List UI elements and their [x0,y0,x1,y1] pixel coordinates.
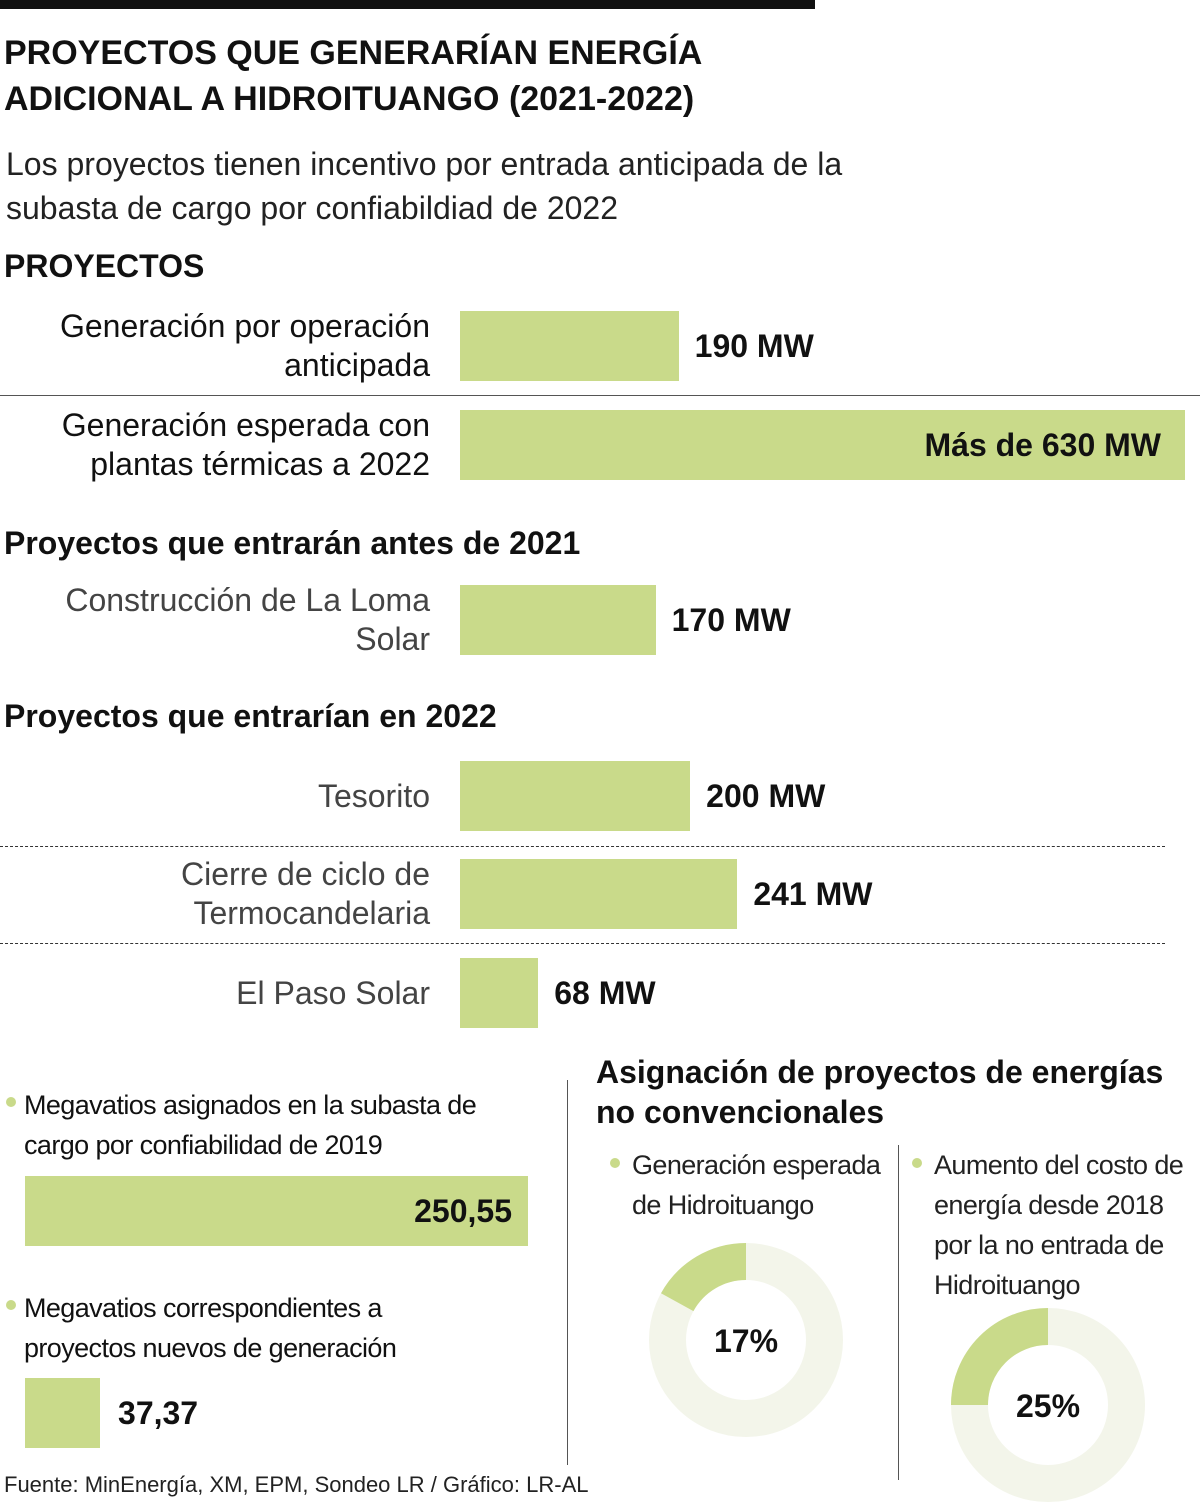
donut-segment [951,1308,1049,1406]
separator [0,943,1165,944]
value-label: 25% [1016,1388,1080,1424]
value-label: 68 MW [554,975,656,1011]
category-label: Megavatios correspondientes a proyectos … [24,1293,397,1363]
donut-track [649,1243,843,1437]
donut-segment [661,1243,747,1312]
section-title: Proyectos que entrarían en 2022 [4,698,497,734]
bar [460,859,738,929]
bar [460,761,691,831]
subtitle: Los proyectos tienen incentivo por entra… [6,146,843,226]
category-label: Aumento del costo de energía desde 2018 … [934,1150,1184,1300]
category-label: Tesorito [317,777,430,814]
bullet [912,1158,922,1168]
bar [25,1378,101,1448]
source: Fuente: MinEnergía, XM, EPM, Sondeo LR /… [4,1472,589,1497]
value-label: 200 MW [706,778,826,814]
value-label: 170 MW [671,602,791,638]
category-label: Generación esperada de Hidroituango [632,1150,881,1220]
section-title: Proyectos que entrarán antes de 2021 [4,525,581,561]
bullet [6,1300,16,1310]
value-label: 17% [714,1323,778,1359]
section-title: PROYECTOS [4,248,205,284]
value-label: 190 MW [694,328,814,364]
separator [0,846,1165,847]
category-label: Cierre de ciclo de Termocandelaria [181,856,430,931]
bullet [610,1158,620,1168]
value-label: Más de 630 MW [924,427,1161,463]
category-label: El Paso Solar [236,974,430,1011]
value-label: 241 MW [753,876,873,912]
bullet [6,1097,16,1107]
category-label: Generación por operación anticipada [59,308,430,383]
divider [567,1080,568,1465]
top-rule [0,0,815,9]
value-label: 250,55 [414,1193,512,1229]
divider [898,1145,899,1480]
category-label: Construcción de La Loma Solar [65,582,430,657]
bar [460,585,656,655]
title: PROYECTOS QUE GENERARÍAN ENERGÍA ADICION… [4,34,702,118]
bar [460,958,539,1028]
bar [460,311,679,381]
separator [0,395,1200,396]
bar [25,1176,528,1246]
donut-track [951,1308,1145,1502]
bar [460,410,1185,480]
value-label: 37,37 [118,1395,199,1431]
category-label: Megavatios asignados en la subasta de ca… [24,1090,477,1160]
category-label: Generación esperada con plantas térmicas… [61,407,430,482]
section-title: Asignación de proyectos de energías no c… [596,1054,1164,1130]
